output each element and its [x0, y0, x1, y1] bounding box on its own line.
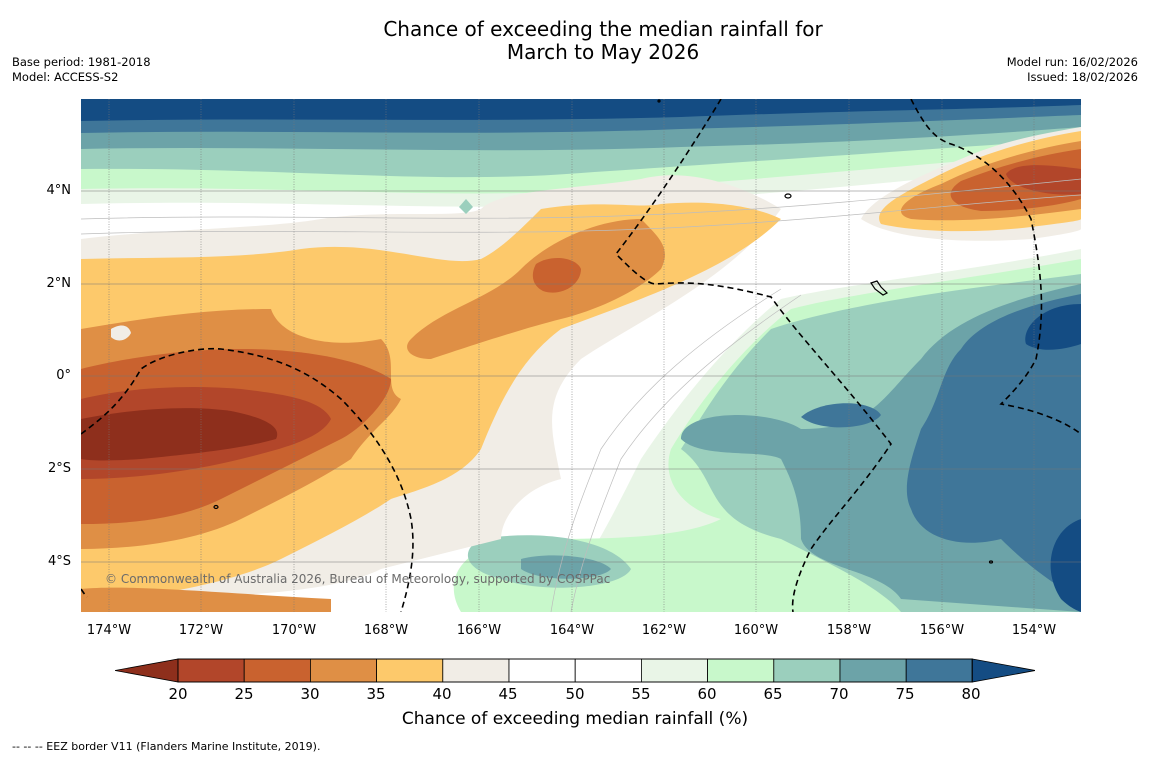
- eez-border-line: [81, 347, 414, 612]
- colorbar-cell: [574, 658, 642, 683]
- region-ne-20-25: [1006, 165, 1081, 195]
- meta-right: Model run: 16/02/2026 Issued: 18/02/2026: [1007, 55, 1138, 85]
- colorbar-cell: [376, 658, 444, 683]
- colorbar-cell: [641, 658, 709, 683]
- lon-label: 156°W: [919, 623, 965, 638]
- map-canvas: [81, 99, 1081, 612]
- colorbar-cell: [442, 658, 510, 683]
- contour-lines: [81, 178, 1081, 612]
- colorbar-tick: 75: [895, 685, 915, 703]
- chart-title: Chance of exceeding the median rainfall …: [0, 18, 1150, 64]
- rainfall-map: © Commonwealth of Australia 2026, Bureau…: [81, 99, 1081, 612]
- colorbar-tick: 35: [366, 685, 386, 703]
- eez-borders: [81, 99, 1081, 612]
- colorbar-cell: [508, 658, 576, 683]
- colorbar: [115, 658, 1035, 683]
- colorbar-tick: 20: [168, 685, 188, 703]
- region-65-70-diamond: [459, 199, 473, 214]
- island-outline: [870, 280, 889, 296]
- colorbar-cell: [177, 658, 245, 683]
- eez-footnote: -- -- -- EEZ border V11 (Flanders Marine…: [12, 740, 321, 753]
- lon-label: 158°W: [826, 623, 872, 638]
- lat-label: 2°N: [46, 276, 72, 291]
- colorbar-cell: [243, 658, 311, 683]
- colorbar-tick: 40: [432, 685, 452, 703]
- colorbar-tick: 55: [631, 685, 651, 703]
- region-s-70-75-patch: [521, 555, 611, 579]
- title-line-1: Chance of exceeding the median rainfall …: [383, 17, 823, 41]
- lat-label: 4°N: [46, 183, 72, 198]
- eez-border-line: [81, 588, 88, 598]
- colorbar-tick: 80: [961, 685, 981, 703]
- region-below-20: [81, 408, 278, 461]
- island-outline: [784, 193, 792, 199]
- lat-label: 2°S: [47, 461, 71, 476]
- colorbar-label: Chance of exceeding median rainfall (%): [401, 709, 749, 729]
- island-outline: [988, 560, 994, 564]
- region-se-75-80: [906, 294, 1081, 599]
- region-40-45-patch: [111, 325, 131, 341]
- model-run: Model run: 16/02/2026: [1006, 55, 1138, 69]
- lon-label: 174°W: [86, 623, 132, 638]
- colorbar-cell: [905, 658, 973, 683]
- island-outline: [657, 99, 661, 103]
- contour-line: [570, 294, 802, 612]
- colorbar-tick: 50: [565, 685, 585, 703]
- colorbar-tick: 60: [697, 685, 717, 703]
- region-80plus-se: [1050, 519, 1081, 612]
- colorbar-tick: 30: [300, 685, 320, 703]
- lon-label: 168°W: [363, 623, 409, 638]
- region-30-35-sw: [81, 587, 331, 612]
- lon-label: 172°W: [178, 623, 224, 638]
- model-name: Model: ACCESS-S2: [12, 70, 119, 84]
- colorbar-cell: [839, 658, 907, 683]
- islands: [213, 99, 994, 564]
- lon-label: 166°W: [456, 623, 502, 638]
- colorbar-cells: [115, 658, 1035, 683]
- region-75-80-patch: [801, 403, 881, 428]
- colorbar-tick: 70: [829, 685, 849, 703]
- eez-border-line: [910, 99, 1081, 435]
- lat-label: 4°S: [47, 554, 71, 569]
- meta-left: Base period: 1981-2018 Model: ACCESS-S2: [12, 55, 151, 85]
- lon-label: 164°W: [549, 623, 595, 638]
- copyright-notice: © Commonwealth of Australia 2026, Bureau…: [105, 572, 611, 586]
- colorbar-tick: 25: [234, 685, 254, 703]
- colorbar-tick: 65: [763, 685, 783, 703]
- colorbar-cell: [707, 658, 775, 683]
- contour-line: [81, 194, 1081, 235]
- colorbar-cell: [309, 658, 377, 683]
- eez-border-line: [614, 99, 892, 612]
- graticule: [108, 99, 1035, 612]
- contour-line: [550, 288, 782, 612]
- colorbar-extend-low: [115, 658, 179, 683]
- base-period: Base period: 1981-2018: [12, 55, 151, 69]
- lon-label: 170°W: [271, 623, 317, 638]
- island-outline: [213, 504, 219, 510]
- colorbar-extend-high: [972, 658, 1035, 683]
- region-30-35-central: [407, 219, 665, 359]
- colorbar-outline: [177, 658, 973, 683]
- lat-label: 0°: [56, 368, 71, 383]
- contour-line: [81, 178, 1081, 220]
- parallels: [81, 190, 1081, 563]
- lon-label: 160°W: [733, 623, 779, 638]
- issued-date: Issued: 18/02/2026: [1027, 70, 1138, 84]
- colorbar-cell: [773, 658, 841, 683]
- colorbar-tick: 45: [498, 685, 518, 703]
- title-line-2: March to May 2026: [506, 40, 700, 64]
- lon-label: 154°W: [1011, 623, 1057, 638]
- lon-label: 162°W: [641, 623, 687, 638]
